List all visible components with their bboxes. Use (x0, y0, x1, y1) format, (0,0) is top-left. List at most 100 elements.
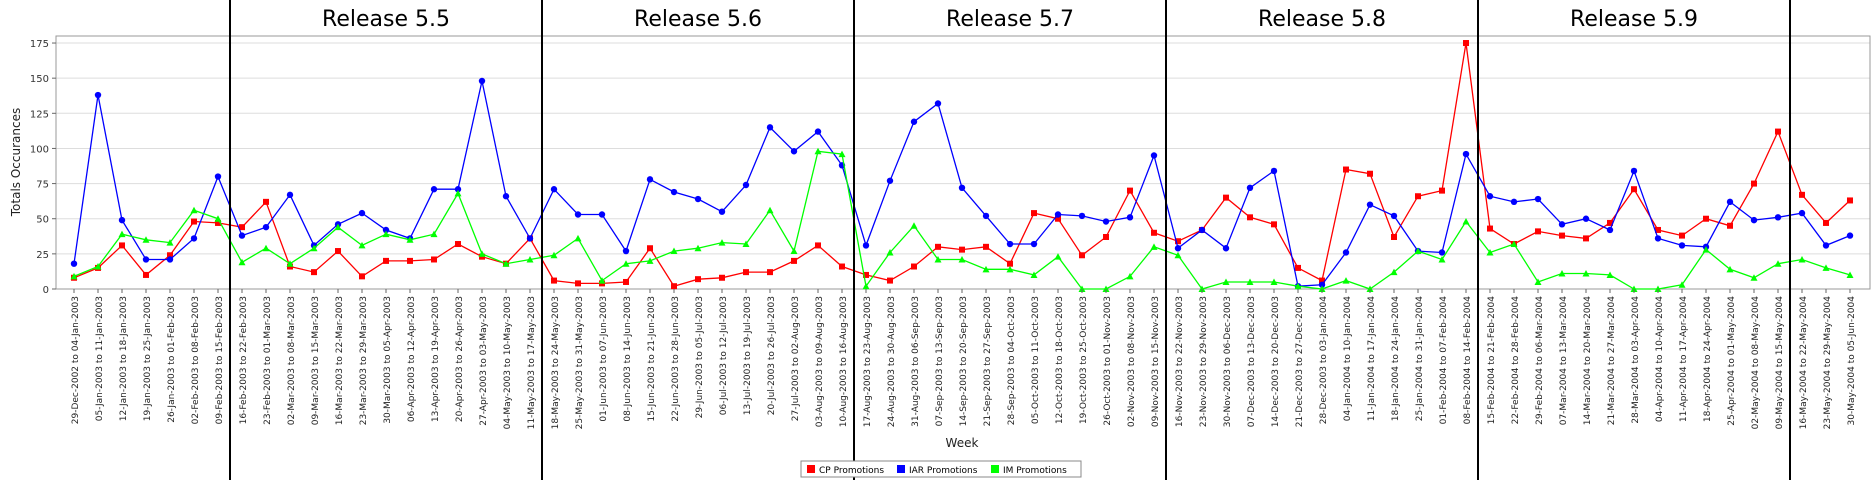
data-point-cp-promotions (1823, 219, 1829, 226)
plot-area-frame (55, 35, 1871, 290)
data-point-im-promotions (790, 247, 798, 255)
data-point-im-promotions (814, 147, 822, 155)
data-point-cp-promotions (1319, 277, 1325, 284)
data-point-im-promotions (1198, 285, 1206, 292)
data-point-im-promotions (574, 234, 582, 242)
x-tick-label: 21-Sep-2003 to 27-Sep-2003 (983, 296, 993, 426)
data-point-cp-promotions (1391, 233, 1397, 240)
data-point-iar-promotions (886, 177, 894, 184)
data-point-cp-promotions (1439, 187, 1445, 194)
data-point-iar-promotions (190, 235, 198, 242)
data-point-cp-promotions (1799, 191, 1805, 198)
data-point-im-promotions (646, 257, 654, 264)
data-point-iar-promotions (1222, 245, 1230, 252)
data-point-cp-promotions (839, 263, 845, 270)
data-point-im-promotions (1534, 278, 1542, 285)
data-point-iar-promotions (1750, 216, 1758, 224)
x-axis-ticks: 29-Dec-2002 to 04-Jan-2003 05-Jan-2003 to… (71, 289, 1857, 429)
data-point-iar-promotions (1342, 249, 1350, 256)
data-point-cp-promotions (359, 273, 365, 280)
release-label: Release 5.5 (322, 7, 450, 32)
x-tick-label: 24-Aug-2003 to 30-Aug-2003 (887, 296, 897, 427)
data-point-cp-promotions (791, 257, 797, 264)
data-point-im-promotions (1006, 265, 1014, 273)
data-point-iar-promotions (1174, 245, 1182, 252)
x-tick-label: 30-Mar-2003 to 05-Apr-2003 (383, 296, 393, 424)
x-tick-label: 16-May-2004 to 22-May-2004 (1799, 296, 1809, 430)
data-point-im-promotions (310, 244, 318, 252)
x-tick-label: 27-Jul-2003 to 02-Aug-2003 (791, 296, 801, 421)
x-tick-label: 09-May-2004 to 15-May-2004 (1775, 296, 1785, 430)
data-point-im-promotions (94, 263, 102, 270)
data-point-im-promotions (1846, 271, 1854, 278)
data-point-im-promotions (1486, 248, 1494, 256)
data-point-im-promotions (1054, 253, 1062, 260)
data-point-cp-promotions (1223, 194, 1229, 201)
data-point-im-promotions (526, 255, 534, 263)
data-point-im-promotions (670, 247, 678, 255)
data-point-iar-promotions (262, 223, 270, 231)
x-tick-label: 25-Jan-2004 to 31-Jan-2004 (1415, 296, 1425, 421)
data-point-iar-promotions (982, 212, 990, 220)
x-tick-label: 12-Jan-2003 to 18-Jan-2003 (119, 296, 129, 421)
data-point-iar-promotions (1438, 249, 1446, 256)
legend-swatch-im-promotions (991, 465, 999, 473)
x-tick-label: 08-Feb-2004 to 14-Feb-2004 (1463, 296, 1473, 425)
data-point-iar-promotions (70, 260, 78, 267)
x-tick-label: 02-Feb-2003 to 08-Feb-2003 (191, 296, 201, 424)
data-point-im-promotions (718, 239, 726, 246)
data-point-im-promotions (1222, 278, 1230, 285)
data-point-cp-promotions (1079, 252, 1085, 259)
x-tick-label: 13-Apr-2003 to 19-Apr-2003 (431, 296, 441, 422)
data-point-cp-promotions (863, 271, 869, 278)
data-point-iar-promotions (910, 118, 918, 125)
data-point-cp-promotions (1247, 214, 1253, 221)
data-point-cp-promotions (671, 283, 677, 290)
data-point-iar-promotions (550, 186, 558, 193)
x-tick-label: 28-Sep-2003 to 04-Oct-2003 (1007, 296, 1017, 425)
data-point-cp-promotions (1295, 264, 1301, 271)
data-point-cp-promotions (1559, 232, 1565, 239)
x-tick-label: 21-Mar-2004 to 27-Mar-2004 (1607, 296, 1617, 426)
data-point-im-promotions (1414, 247, 1422, 255)
x-tick-label: 19-Oct-2003 to 25-Oct-2003 (1079, 296, 1089, 424)
data-point-cp-promotions (743, 269, 749, 276)
data-point-iar-promotions (1654, 235, 1662, 242)
legend-swatch-cp-promotions (807, 465, 815, 473)
x-tick-label: 22-Jun-2003 to 28-Jun-2003 (671, 296, 681, 422)
data-point-im-promotions (958, 255, 966, 263)
data-point-cp-promotions (143, 271, 149, 278)
x-tick-label: 09-Nov-2003 to 15-Nov-2003 (1151, 296, 1161, 427)
data-point-cp-promotions (1007, 260, 1013, 267)
data-point-iar-promotions (718, 208, 726, 215)
y-axis-label: Totals Occurances (9, 108, 23, 217)
data-point-cp-promotions (1415, 193, 1421, 200)
data-point-im-promotions (598, 277, 606, 284)
y-tick-label: 25 (36, 250, 49, 261)
x-tick-label: 04-Jan-2004 to 10-Jan-2004 (1343, 296, 1353, 421)
x-tick-label: 30-Nov-2003 to 06-Dec-2003 (1223, 296, 1233, 427)
data-point-cp-promotions (1847, 197, 1853, 204)
x-tick-label: 28-Dec-2003 to 03-Jan-2004 (1319, 296, 1329, 425)
data-point-cp-promotions (1703, 215, 1709, 222)
x-tick-label: 07-Sep-2003 to 13-Sep-2003 (935, 296, 945, 426)
data-point-iar-promotions (214, 173, 222, 180)
x-tick-label: 23-Nov-2003 to 29-Nov-2003 (1199, 296, 1209, 427)
x-tick-label: 20-Apr-2003 to 26-Apr-2003 (455, 296, 465, 422)
x-tick-label: 17-Aug-2003 to 23-Aug-2003 (863, 296, 873, 427)
x-tick-label: 06-Apr-2003 to 12-Apr-2003 (407, 296, 417, 422)
data-point-im-promotions (166, 239, 174, 246)
data-point-im-promotions (1102, 285, 1110, 292)
data-point-im-promotions (1678, 281, 1686, 288)
data-point-iar-promotions (1366, 201, 1374, 208)
data-point-iar-promotions (382, 226, 390, 234)
data-point-im-promotions (1726, 265, 1734, 273)
data-point-iar-promotions (478, 77, 486, 85)
x-tick-label: 18-Apr-2004 to 24-Apr-2004 (1703, 296, 1713, 422)
data-point-im-promotions (454, 189, 462, 197)
data-point-cp-promotions (647, 245, 653, 252)
data-point-im-promotions (1438, 255, 1446, 263)
data-point-iar-promotions (358, 209, 366, 217)
x-tick-label: 19-Jan-2003 to 25-Jan-2003 (143, 296, 153, 421)
data-point-iar-promotions (574, 211, 582, 218)
